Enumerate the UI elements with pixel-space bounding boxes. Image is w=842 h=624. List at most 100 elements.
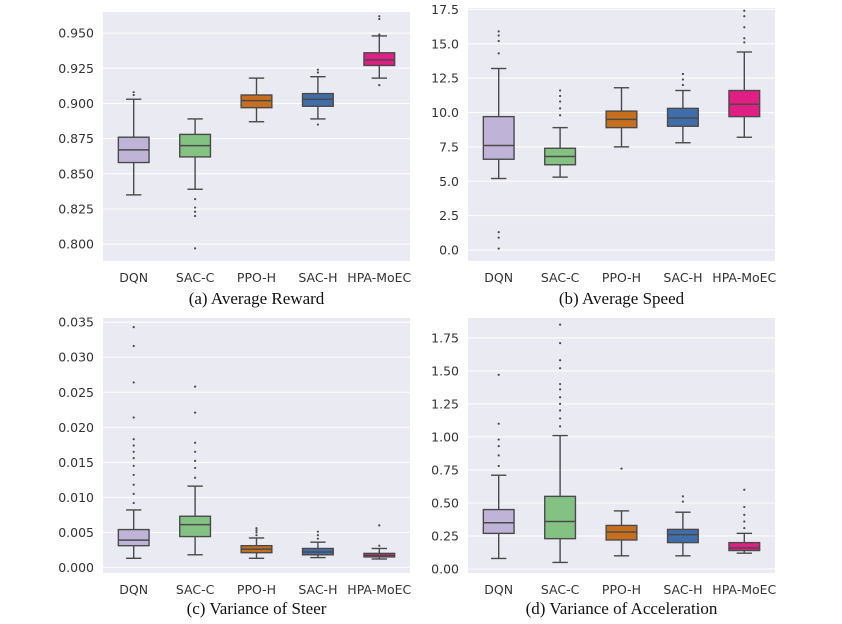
- y-tick-acceleration-0: 0.00: [431, 562, 459, 577]
- outlier-point: [743, 9, 746, 12]
- y-tick-steer-5: 0.025: [58, 385, 94, 400]
- box-steer-hpa-moec: [363, 524, 396, 560]
- outlier-point: [255, 527, 258, 530]
- outlier-point: [559, 94, 562, 98]
- box-steer-sac-h: [301, 530, 334, 559]
- x-tick-labels-reward: DQN SAC-C PPO-H SAC-H HPA-MoEC: [119, 270, 411, 285]
- y-tick-labels-reward: 0.800 0.825 0.850 0.875 0.900 0.925 0.950: [58, 26, 94, 252]
- y-tick-speed-4: 10.0: [431, 105, 459, 120]
- outlier-point: [132, 326, 135, 329]
- outlier-point: [255, 529, 258, 532]
- outlier-point: [194, 441, 197, 444]
- box-steer-dqn: [117, 326, 150, 559]
- outlier-point: [681, 72, 685, 76]
- x-tick-labels-speed: DQN SAC-C PPO-H SAC-H HPA-MoEC: [484, 270, 776, 285]
- outlier-point: [194, 214, 197, 218]
- iqr-box: [482, 508, 515, 535]
- outlier-point: [132, 381, 135, 384]
- outlier-point: [497, 247, 500, 250]
- box-reward-ppo-h: [240, 77, 273, 123]
- box-acceleration-ppo-h: [605, 467, 638, 557]
- boxplots-acceleration: [482, 323, 761, 564]
- panel-variance-acceleration: 0.00 0.25 0.50 0.75 1.00 1.25 1.50 1.75 DQN SAC-…: [431, 318, 777, 618]
- outlier-point: [497, 422, 500, 425]
- outlier-point: [497, 445, 500, 448]
- outlier-point: [559, 409, 562, 412]
- outlier-point: [743, 15, 746, 18]
- outlier-point: [132, 483, 135, 486]
- y-tick-acceleration-3: 0.75: [431, 462, 459, 477]
- outlier-point: [497, 39, 500, 43]
- x-tick-steer-dqn: DQN: [119, 582, 148, 597]
- y-tick-steer-7: 0.035: [58, 315, 94, 330]
- y-tick-acceleration-1: 0.25: [431, 529, 459, 544]
- outlier-point: [559, 417, 562, 420]
- outlier-point: [378, 84, 381, 87]
- panel-average-speed: 0.0 2.5 5.0 7.5 10.0 12.5 15.0 17.5 DQN SAC-C PPO…: [431, 2, 776, 308]
- outlier-point: [378, 544, 381, 547]
- y-tick-speed-5: 12.5: [431, 71, 459, 86]
- outlier-point: [681, 500, 685, 503]
- y-tick-reward-1: 0.825: [58, 201, 94, 216]
- box-speed-ppo-h: [605, 87, 638, 148]
- boxplots-speed: [482, 9, 761, 250]
- gridlines-acceleration: [468, 337, 775, 570]
- x-tick-acceleration-sac-c: SAC-C: [541, 582, 580, 597]
- outlier-point: [559, 425, 562, 428]
- outlier-point: [497, 30, 500, 33]
- x-tick-speed-sac-h: SAC-H: [663, 270, 702, 285]
- x-tick-reward-sac-h: SAC-H: [298, 270, 337, 285]
- outlier-point: [132, 93, 135, 97]
- box-reward-hpa-moec: [363, 15, 396, 87]
- x-tick-reward-dqn: DQN: [119, 270, 148, 285]
- outlier-point: [497, 373, 500, 376]
- panel-variance-steer: 0.000 0.005 0.010 0.015 0.020 0.025 0.030 0.035…: [58, 315, 411, 618]
- y-tick-reward-4: 0.900: [58, 96, 94, 111]
- plot-area-reward: [103, 12, 410, 261]
- outlier-point: [194, 466, 197, 470]
- outlier-point: [194, 247, 197, 250]
- x-tick-speed-ppo-h: PPO-H: [602, 270, 641, 285]
- outlier-point: [132, 457, 135, 460]
- outlier-point: [255, 531, 258, 534]
- outlier-point: [620, 467, 623, 470]
- caption-variance-steer: (c) Variance of Steer: [187, 599, 327, 618]
- outlier-point: [132, 450, 135, 453]
- outlier-point: [497, 34, 500, 37]
- x-tick-reward-hpa-moec: HPA-MoEC: [347, 270, 411, 285]
- x-tick-acceleration-ppo-h: PPO-H: [602, 582, 641, 597]
- y-tick-reward-6: 0.950: [58, 26, 94, 41]
- outlier-point: [316, 530, 319, 533]
- y-tick-reward-3: 0.875: [58, 131, 94, 146]
- outlier-point: [559, 342, 562, 345]
- box-steer-ppo-h: [240, 527, 273, 559]
- outlier-point: [743, 41, 746, 44]
- y-tick-speed-1: 2.5: [439, 208, 459, 223]
- boxplots-steer: [117, 326, 396, 560]
- outlier-point: [559, 359, 562, 362]
- box-acceleration-hpa-moec: [728, 488, 761, 554]
- outlier-point: [194, 450, 197, 453]
- outlier-point: [743, 26, 746, 29]
- outlier-point: [316, 71, 319, 74]
- outlier-point: [132, 501, 135, 505]
- outlier-point: [132, 91, 135, 94]
- boxplots-reward: [117, 15, 396, 250]
- outlier-point: [559, 114, 562, 117]
- box-reward-sac-h: [301, 68, 334, 126]
- iqr-box: [482, 115, 515, 160]
- caption-average-reward: (a) Average Reward: [189, 289, 325, 308]
- outlier-point: [497, 464, 500, 468]
- outlier-point: [497, 454, 500, 457]
- outlier-point: [743, 37, 746, 40]
- outlier-point: [681, 495, 685, 498]
- box-reward-dqn: [117, 91, 150, 196]
- x-tick-steer-ppo-h: PPO-H: [237, 582, 276, 597]
- x-tick-acceleration-hpa-moec: HPA-MoEC: [712, 582, 776, 597]
- outlier-point: [743, 513, 746, 516]
- y-tick-acceleration-7: 1.75: [431, 330, 459, 345]
- iqr-box: [544, 495, 577, 540]
- outlier-point: [132, 416, 135, 419]
- outlier-point: [559, 396, 562, 399]
- iqr-box: [179, 515, 212, 538]
